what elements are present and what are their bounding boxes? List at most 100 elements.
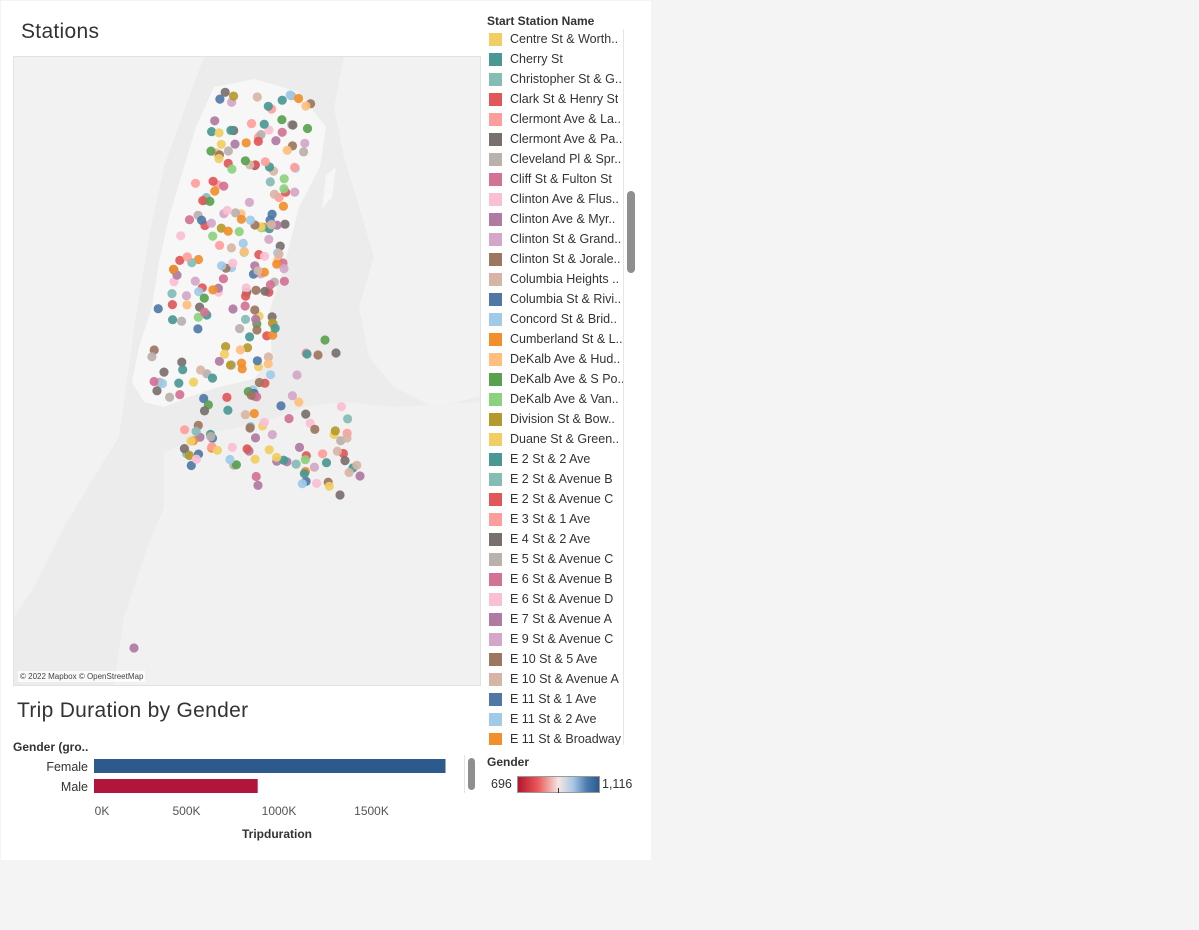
station-legend-scrollbar-thumb[interactable] bbox=[627, 191, 635, 273]
station-marker[interactable] bbox=[236, 214, 246, 224]
station-legend-item[interactable]: E 11 St & 2 Ave bbox=[489, 709, 623, 729]
station-marker[interactable] bbox=[178, 365, 188, 375]
station-marker[interactable] bbox=[167, 300, 177, 310]
station-marker[interactable] bbox=[279, 174, 289, 184]
station-marker[interactable] bbox=[324, 481, 334, 491]
station-marker[interactable] bbox=[176, 231, 186, 241]
station-marker[interactable] bbox=[272, 259, 282, 269]
station-marker[interactable] bbox=[252, 325, 262, 335]
station-marker[interactable] bbox=[216, 139, 226, 149]
station-legend-item[interactable]: Christopher St & G.. bbox=[489, 69, 623, 89]
station-marker[interactable] bbox=[214, 154, 224, 164]
station-marker[interactable] bbox=[229, 91, 239, 101]
station-marker[interactable] bbox=[191, 426, 201, 436]
station-marker[interactable] bbox=[280, 219, 290, 229]
station-marker[interactable] bbox=[253, 266, 263, 276]
station-marker[interactable] bbox=[206, 218, 216, 228]
station-marker[interactable] bbox=[184, 450, 194, 461]
station-marker[interactable] bbox=[149, 376, 159, 387]
station-marker[interactable] bbox=[279, 276, 289, 286]
station-marker[interactable] bbox=[290, 162, 300, 172]
station-marker[interactable] bbox=[292, 370, 302, 380]
station-marker[interactable] bbox=[250, 433, 261, 443]
station-marker[interactable] bbox=[267, 430, 277, 440]
station-marker[interactable] bbox=[240, 410, 250, 420]
station-marker[interactable] bbox=[300, 138, 310, 148]
station-marker[interactable] bbox=[199, 393, 209, 404]
station-marker[interactable] bbox=[179, 444, 189, 454]
station-marker[interactable] bbox=[271, 136, 281, 146]
station-marker[interactable] bbox=[186, 460, 196, 471]
station-legend-item[interactable]: E 2 St & 2 Ave bbox=[489, 449, 623, 469]
station-legend-item[interactable]: Cliff St & Fulton St bbox=[489, 169, 623, 189]
station-marker[interactable] bbox=[277, 127, 287, 137]
station-marker[interactable] bbox=[193, 312, 203, 322]
station-marker[interactable] bbox=[274, 249, 284, 259]
map-canvas[interactable] bbox=[14, 57, 480, 685]
station-marker[interactable] bbox=[270, 323, 280, 333]
station-marker[interactable] bbox=[220, 87, 230, 97]
station-marker[interactable] bbox=[265, 280, 275, 290]
station-marker[interactable] bbox=[250, 305, 260, 315]
station-marker[interactable] bbox=[267, 209, 277, 219]
station-marker[interactable] bbox=[210, 186, 220, 196]
station-marker[interactable] bbox=[230, 139, 240, 149]
station-marker[interactable] bbox=[259, 251, 270, 261]
station-marker[interactable] bbox=[291, 459, 301, 469]
station-legend-item[interactable]: Clinton Ave & Flus.. bbox=[489, 189, 623, 209]
station-marker[interactable] bbox=[200, 307, 210, 317]
station-marker[interactable] bbox=[297, 479, 307, 489]
station-marker[interactable] bbox=[272, 452, 282, 462]
station-marker[interactable] bbox=[236, 358, 247, 368]
map-attribution[interactable]: © 2022 Mapbox © OpenStreetMap bbox=[18, 671, 146, 682]
station-marker[interactable] bbox=[199, 406, 210, 416]
station-marker[interactable] bbox=[240, 314, 251, 324]
gender-chart-scrollbar-thumb[interactable] bbox=[468, 758, 475, 790]
station-marker[interactable] bbox=[188, 377, 199, 387]
station-marker[interactable] bbox=[312, 478, 322, 488]
station-marker[interactable] bbox=[276, 401, 286, 411]
station-marker[interactable] bbox=[193, 324, 203, 334]
station-marker[interactable] bbox=[226, 125, 236, 135]
station-marker[interactable] bbox=[223, 405, 233, 415]
station-marker[interactable] bbox=[254, 377, 264, 388]
station-marker[interactable] bbox=[309, 462, 319, 472]
station-legend-item[interactable]: Clermont Ave & La.. bbox=[489, 109, 623, 129]
station-marker[interactable] bbox=[244, 197, 254, 207]
station-marker[interactable] bbox=[251, 471, 261, 482]
station-marker[interactable] bbox=[218, 274, 228, 284]
station-marker[interactable] bbox=[190, 178, 201, 188]
station-legend-item[interactable]: E 11 St & 1 Ave bbox=[489, 689, 623, 709]
station-marker[interactable] bbox=[157, 378, 168, 389]
station-legend-item[interactable]: DeKalb Ave & Hud.. bbox=[489, 349, 623, 369]
station-marker[interactable] bbox=[336, 402, 346, 412]
station-marker[interactable] bbox=[210, 116, 220, 126]
station-legend-scrollbar[interactable] bbox=[626, 31, 635, 745]
station-marker[interactable] bbox=[165, 392, 175, 402]
station-marker[interactable] bbox=[246, 390, 256, 400]
station-marker[interactable] bbox=[159, 367, 169, 377]
station-marker[interactable] bbox=[266, 220, 276, 230]
station-marker[interactable] bbox=[290, 187, 300, 197]
station-marker[interactable] bbox=[263, 359, 273, 369]
station-legend-item[interactable]: Clinton Ave & Myr.. bbox=[489, 209, 623, 229]
station-marker[interactable] bbox=[212, 445, 222, 455]
station-marker[interactable] bbox=[313, 350, 323, 360]
station-marker[interactable] bbox=[223, 146, 233, 156]
station-marker[interactable] bbox=[168, 264, 179, 274]
station-marker[interactable] bbox=[182, 252, 192, 262]
station-marker[interactable] bbox=[277, 115, 287, 125]
station-legend-item[interactable]: Cleveland Pl & Spr.. bbox=[489, 149, 623, 169]
station-marker[interactable] bbox=[344, 467, 354, 478]
station-marker[interactable] bbox=[226, 243, 236, 253]
station-marker[interactable] bbox=[245, 215, 255, 225]
station-marker[interactable] bbox=[263, 352, 273, 362]
station-marker[interactable] bbox=[260, 286, 270, 296]
station-marker[interactable] bbox=[294, 397, 304, 407]
station-marker[interactable] bbox=[251, 314, 261, 324]
station-marker[interactable] bbox=[221, 342, 231, 352]
station-marker[interactable] bbox=[208, 231, 218, 241]
station-legend-item[interactable]: Cherry St bbox=[489, 49, 623, 69]
station-marker[interactable] bbox=[239, 247, 249, 257]
station-legend-item[interactable]: E 6 St & Avenue D bbox=[489, 589, 623, 609]
